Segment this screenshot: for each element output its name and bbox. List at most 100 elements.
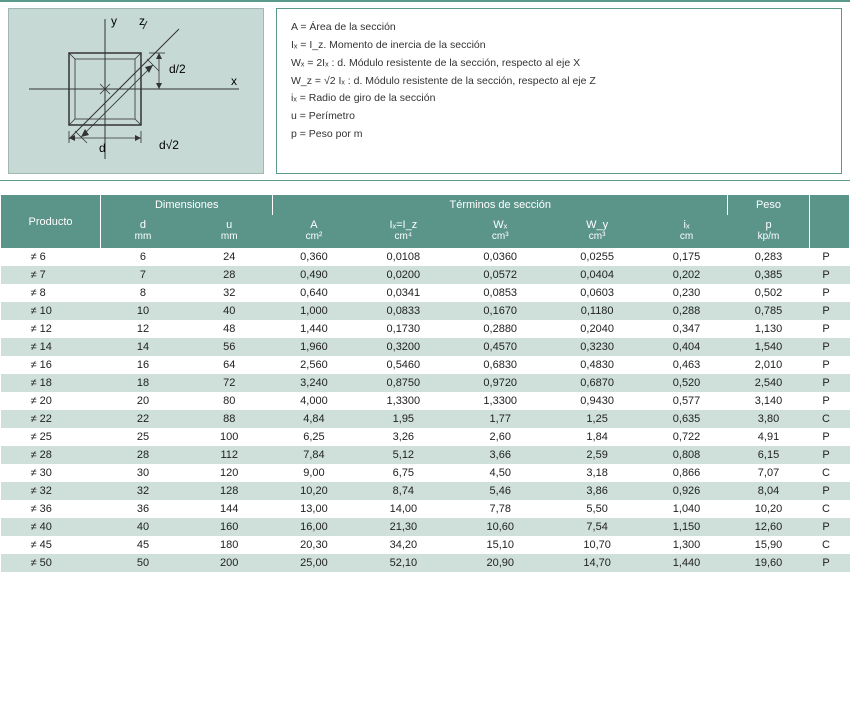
table-cell: 52,10 [355,554,452,572]
table-cell: 50 [101,554,186,572]
table-cell: ≠ 20 [1,392,101,410]
table-row: ≠ 88320,6400,03410,08530,06030,2300,502P [1,284,850,302]
th-col: Wₓcm³ [452,215,549,248]
th-dimensiones: Dimensiones [101,195,273,215]
table-cell: 3,80 [728,410,810,428]
table-cell: 0,347 [646,320,728,338]
table-cell: 0,640 [273,284,355,302]
table-cell: 0,2040 [549,320,646,338]
th-terminos: Términos de sección [273,195,728,215]
table-cell: 0,9430 [549,392,646,410]
table-row: ≠ 1414561,9600,32000,45700,32300,4041,54… [1,338,850,356]
table-row: ≠ 77280,4900,02000,05720,04040,2020,385P [1,266,850,284]
table-cell: P [810,356,850,374]
table-cell: 1,77 [452,410,549,428]
table-cell: 88 [185,410,273,428]
table-cell: 7,78 [452,500,549,518]
table-cell: 0,502 [728,284,810,302]
table-row: ≠ 28281127,845,123,662,590,8086,15P [1,446,850,464]
table-cell: 15,10 [452,536,549,554]
table-cell: ≠ 50 [1,554,101,572]
table-cell: 18 [101,374,186,392]
table-cell: 72 [185,374,273,392]
table-cell: 3,26 [355,428,452,446]
table-row: ≠ 25251006,253,262,601,840,7224,91P [1,428,850,446]
table-row: ≠ 505020025,0052,1020,9014,701,44019,60P [1,554,850,572]
legend-line: p = Peso por m [291,126,827,144]
table-cell: 28 [185,266,273,284]
table-cell: 4,000 [273,392,355,410]
table-cell: ≠ 6 [1,248,101,266]
table-cell: 12,60 [728,518,810,536]
table-cell: 36 [101,500,186,518]
label-y: y [111,14,117,28]
table-cell: 5,46 [452,482,549,500]
table-cell: 2,560 [273,356,355,374]
table-cell: 0,385 [728,266,810,284]
table-cell: 1,25 [549,410,646,428]
table-row: ≠ 2020804,0001,33001,33000,94300,5773,14… [1,392,850,410]
table-cell: C [810,410,850,428]
table-cell: 10,20 [728,500,810,518]
table-cell: 48 [185,320,273,338]
table-cell: 45 [101,536,186,554]
table-cell: 3,140 [728,392,810,410]
table-cell: 100 [185,428,273,446]
table-cell: 1,960 [273,338,355,356]
table-cell: 80 [185,392,273,410]
table-cell: 0,577 [646,392,728,410]
table-cell: 12 [101,320,186,338]
table-cell: ≠ 40 [1,518,101,536]
table-cell: P [810,320,850,338]
properties-table: Producto Dimensiones Términos de sección… [0,195,850,572]
table-cell: 0,866 [646,464,728,482]
table-cell: 0,1670 [452,302,549,320]
table-cell: ≠ 7 [1,266,101,284]
table-cell: C [810,464,850,482]
table-cell: ≠ 45 [1,536,101,554]
table-cell: 21,30 [355,518,452,536]
table-cell: 1,440 [646,554,728,572]
table-cell: 0,202 [646,266,728,284]
table-cell: 0,360 [273,248,355,266]
table-cell: 0,490 [273,266,355,284]
table-row: ≠ 1212481,4400,17300,28800,20400,3471,13… [1,320,850,338]
table-cell: 2,010 [728,356,810,374]
table-cell: 3,66 [452,446,549,464]
table-cell: ≠ 8 [1,284,101,302]
th-col: Iₓ=I_zcm⁴ [355,215,452,248]
table-head: Producto Dimensiones Términos de sección… [1,195,850,248]
table-cell: 14,70 [549,554,646,572]
table-cell: 28 [101,446,186,464]
table-cell: 0,808 [646,446,728,464]
table-row: ≠ 363614413,0014,007,785,501,04010,20C [1,500,850,518]
table-cell: P [810,428,850,446]
th-blank [810,195,850,248]
table-cell: C [810,500,850,518]
table-cell: 0,0853 [452,284,549,302]
table-cell: 14 [101,338,186,356]
table-cell: 120 [185,464,273,482]
table-cell: 19,60 [728,554,810,572]
table-cell: 0,926 [646,482,728,500]
table-cell: 1,300 [646,536,728,554]
diagram-svg: y z x d/2 d d√2 [9,9,265,175]
table-cell: 0,9720 [452,374,549,392]
table-cell: 2,59 [549,446,646,464]
th-producto: Producto [1,195,101,248]
table-cell: P [810,248,850,266]
legend-line: u = Perímetro [291,108,827,126]
table-cell: 1,3300 [355,392,452,410]
table-cell: P [810,446,850,464]
table-cell: 200 [185,554,273,572]
table-cell: P [810,284,850,302]
table-cell: P [810,482,850,500]
table-cell: 14,00 [355,500,452,518]
table-row: ≠ 1010401,0000,08330,16700,11800,2880,78… [1,302,850,320]
table-cell: 4,84 [273,410,355,428]
table-cell: 0,2880 [452,320,549,338]
legend-line: iₓ = Radio de giro de la sección [291,90,827,108]
table-cell: 0,0404 [549,266,646,284]
table-cell: P [810,518,850,536]
table-cell: 144 [185,500,273,518]
